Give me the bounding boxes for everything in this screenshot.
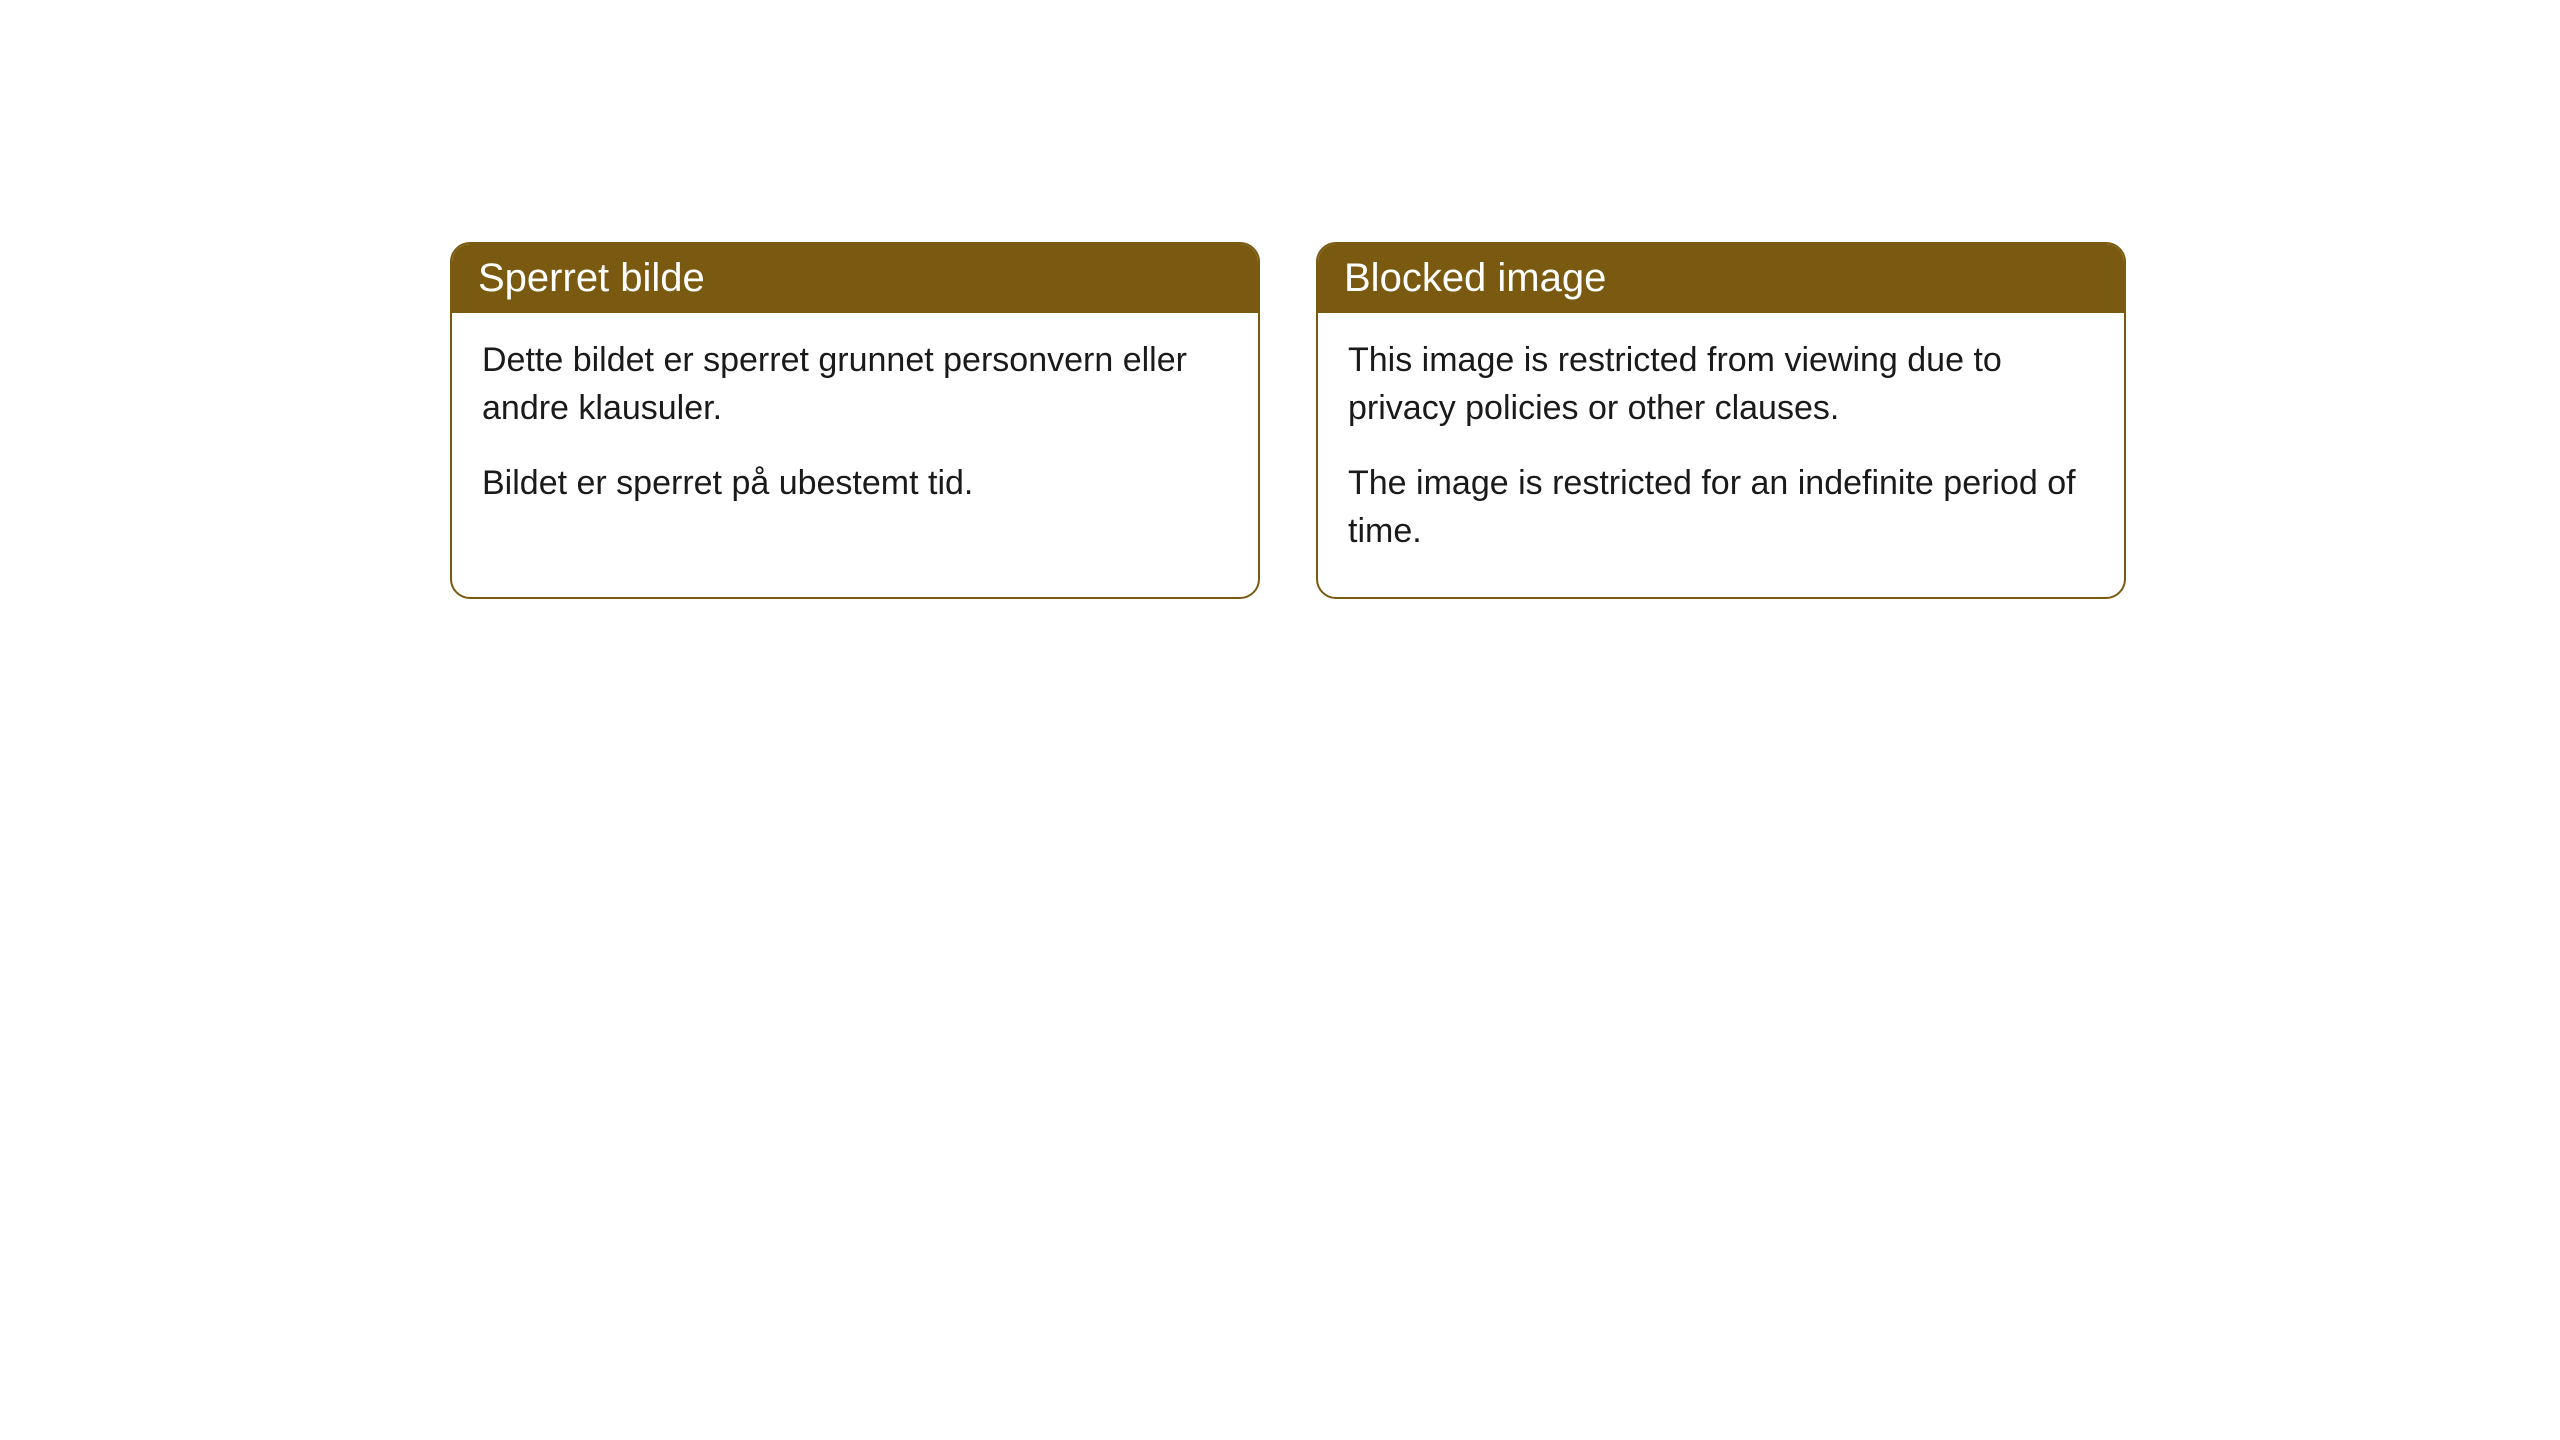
blocked-image-card-no: Sperret bilde Dette bildet er sperret gr… — [450, 242, 1260, 599]
card-paragraph-1-en: This image is restricted from viewing du… — [1348, 337, 2094, 432]
card-body-no: Dette bildet er sperret grunnet personve… — [452, 313, 1258, 550]
card-paragraph-2-no: Bildet er sperret på ubestemt tid. — [482, 460, 1228, 508]
card-header-en: Blocked image — [1318, 244, 2124, 313]
notice-cards-container: Sperret bilde Dette bildet er sperret gr… — [450, 242, 2126, 599]
card-paragraph-2-en: The image is restricted for an indefinit… — [1348, 460, 2094, 555]
card-header-no: Sperret bilde — [452, 244, 1258, 313]
blocked-image-card-en: Blocked image This image is restricted f… — [1316, 242, 2126, 599]
card-body-en: This image is restricted from viewing du… — [1318, 313, 2124, 597]
card-paragraph-1-no: Dette bildet er sperret grunnet personve… — [482, 337, 1228, 432]
